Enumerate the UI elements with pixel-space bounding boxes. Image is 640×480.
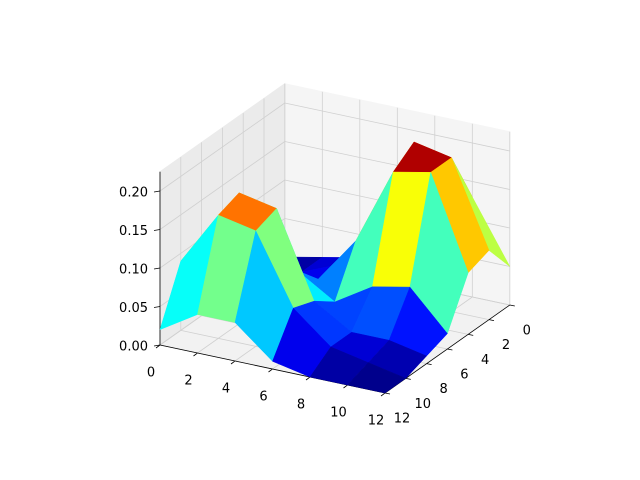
tick-mark (405, 377, 411, 380)
tick-mark (268, 368, 273, 373)
tick-mark (426, 363, 432, 366)
grid-line (284, 141, 510, 190)
tick-mark (380, 392, 386, 397)
y-tick-label: 8 (439, 382, 447, 397)
tick-mark (343, 384, 348, 389)
tick-mark (153, 344, 161, 347)
tick-mark (468, 333, 474, 336)
y-tick-label: 2 (502, 338, 510, 353)
y-tick-label: 0 (523, 324, 531, 339)
grid-line (284, 102, 510, 152)
z-tick-label: 0.10 (119, 263, 148, 278)
grid-line (159, 102, 286, 192)
y-tick-label: 12 (394, 412, 411, 427)
tick-mark (153, 267, 161, 270)
x-tick-label: 10 (330, 406, 347, 421)
surface-facet (347, 362, 407, 394)
tick-mark (153, 190, 161, 193)
tick-mark (488, 319, 495, 322)
x-tick-label: 2 (184, 374, 192, 389)
tick-mark (193, 352, 198, 357)
x-tick-label: 12 (368, 414, 385, 429)
tick-mark (447, 348, 453, 351)
z-tick-label: 0.20 (119, 186, 148, 201)
tick-mark (230, 360, 236, 365)
z-tick-label: 0.00 (119, 340, 148, 355)
tick-mark (153, 229, 161, 231)
tick-mark (384, 392, 391, 395)
z-tick-label: 0.05 (119, 301, 148, 316)
x-tick-label: 4 (222, 382, 230, 397)
y-tick-label: 10 (415, 397, 432, 412)
tick-mark (509, 304, 515, 307)
x-tick-label: 8 (297, 398, 305, 413)
z-tick-label: 0.15 (119, 224, 148, 239)
tick-mark (305, 376, 311, 381)
y-tick-label: 4 (481, 353, 489, 368)
y-tick-label: 6 (460, 368, 468, 383)
tick-mark (153, 306, 161, 308)
x-tick-label: 0 (147, 366, 155, 381)
grid-line (159, 141, 286, 230)
x-tick-label: 6 (259, 390, 267, 405)
